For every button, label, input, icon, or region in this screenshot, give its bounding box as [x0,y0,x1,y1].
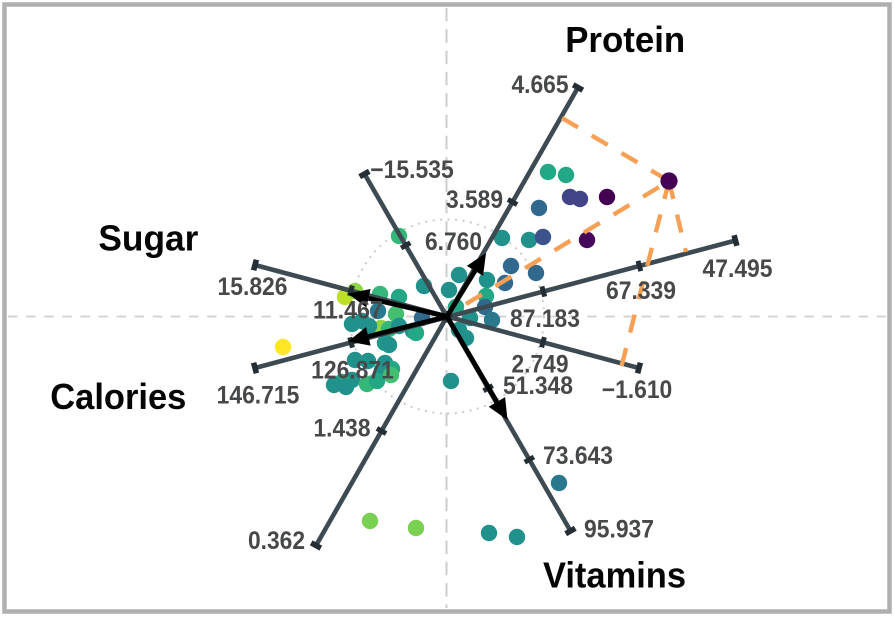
svg-text:2.749: 2.749 [512,352,569,379]
svg-text:Calories: Calories [50,376,186,417]
svg-text:87.183: 87.183 [510,306,580,333]
svg-text:126.871: 126.871 [311,358,394,385]
svg-text:73.643: 73.643 [543,443,613,470]
svg-text:47.495: 47.495 [703,256,773,283]
svg-text:1.438: 1.438 [314,416,371,443]
svg-text:95.937: 95.937 [584,517,654,544]
svg-text:−1.610: −1.610 [602,377,673,404]
svg-text:Vitamins: Vitamins [543,554,686,595]
svg-text:146.715: 146.715 [217,383,300,410]
svg-text:11.467: 11.467 [313,298,383,325]
svg-text:0.362: 0.362 [248,528,305,555]
svg-text:51.348: 51.348 [503,373,573,400]
svg-text:6.760: 6.760 [425,229,482,256]
svg-text:3.589: 3.589 [446,187,503,214]
svg-text:67.339: 67.339 [606,278,676,305]
svg-text:Protein: Protein [565,19,685,60]
svg-text:−15.535: −15.535 [370,157,454,184]
svg-text:4.665: 4.665 [512,72,569,99]
svg-text:Sugar: Sugar [98,218,198,259]
svg-text:15.826: 15.826 [218,274,288,301]
